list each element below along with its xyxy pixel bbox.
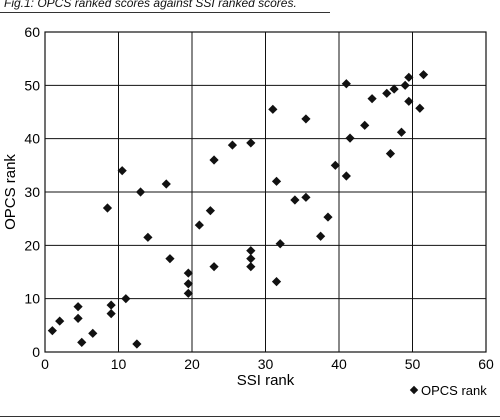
data-point: [301, 114, 311, 124]
data-point: [246, 138, 256, 148]
data-point: [271, 176, 282, 186]
data-point: [135, 187, 146, 197]
tick-labels: 0 10 20 30 40 50 60 0 10 20 30 40 50 60: [24, 24, 494, 372]
data-point: [275, 239, 285, 249]
data-point: [246, 246, 256, 256]
data-point: [102, 203, 113, 213]
data-point: [117, 166, 127, 176]
data-point: [209, 262, 219, 272]
data-point: [227, 140, 238, 150]
data-point: [341, 171, 351, 181]
y-tick-label: 20: [24, 237, 40, 253]
x-axis-label: SSI rank: [237, 372, 295, 389]
data-point: [121, 294, 131, 304]
data-point: [271, 277, 282, 287]
data-point: [183, 288, 193, 298]
data-point: [88, 328, 98, 338]
data-point: [301, 192, 311, 202]
data-point: [73, 302, 83, 312]
x-tick-label: 50: [405, 356, 421, 372]
data-point: [143, 232, 153, 242]
y-tick-label: 10: [24, 291, 40, 307]
x-tick-label: 40: [331, 356, 347, 372]
legend-marker-diamond: [409, 385, 419, 395]
plot-frame: [44, 31, 487, 353]
y-tick-label: 30: [24, 184, 40, 200]
data-point: [209, 155, 219, 165]
data-point: [341, 79, 351, 89]
data-point: [345, 133, 355, 143]
legend-label: OPCS rank: [421, 383, 487, 398]
x-tick-label: 10: [111, 356, 127, 372]
data-point: [323, 212, 333, 222]
data-point: [47, 326, 57, 336]
data-point: [132, 339, 142, 349]
data-point: [246, 262, 256, 272]
y-tick-label: 60: [24, 24, 40, 40]
legend: OPCS rank: [409, 383, 487, 398]
data-point: [106, 309, 116, 319]
data-point: [183, 279, 193, 289]
y-tick-label: 50: [24, 77, 40, 93]
data-point: [183, 268, 193, 278]
data-point: [205, 206, 215, 216]
data-point: [316, 231, 326, 241]
data-point: [418, 70, 429, 80]
figure-caption: Fig.1: OPCS ranked scores against SSI ra…: [4, 0, 297, 10]
data-point: [106, 300, 116, 310]
x-tick-label: 20: [184, 356, 200, 372]
data-point: [385, 149, 396, 159]
bottom-rule: [0, 416, 500, 417]
x-tick-label: 60: [478, 356, 494, 372]
top-rule: [0, 12, 330, 13]
y-axis-label: OPCS rank: [2, 154, 19, 230]
data-point: [404, 96, 414, 106]
data-point: [382, 88, 392, 98]
data-point: [404, 72, 414, 82]
data-point: [268, 104, 278, 114]
data-point: [77, 337, 87, 347]
data-point: [330, 160, 340, 170]
x-tick-label: 0: [41, 356, 49, 372]
data-point: [165, 254, 175, 264]
y-tick-label: 0: [32, 344, 40, 360]
data-point: [55, 316, 65, 326]
x-tick-label: 30: [258, 356, 274, 372]
data-point: [415, 103, 425, 113]
data-point: [389, 84, 399, 94]
data-point: [360, 120, 370, 130]
data-point: [396, 127, 407, 137]
data-point: [73, 313, 83, 323]
y-tick-label: 40: [24, 131, 40, 147]
data-point: [246, 254, 256, 264]
data-point: [367, 94, 377, 104]
grid: [45, 32, 486, 352]
data-point: [400, 80, 410, 90]
data-point: [194, 220, 204, 230]
data-point: [290, 195, 300, 205]
data-points: [47, 70, 429, 349]
data-point: [161, 179, 171, 189]
